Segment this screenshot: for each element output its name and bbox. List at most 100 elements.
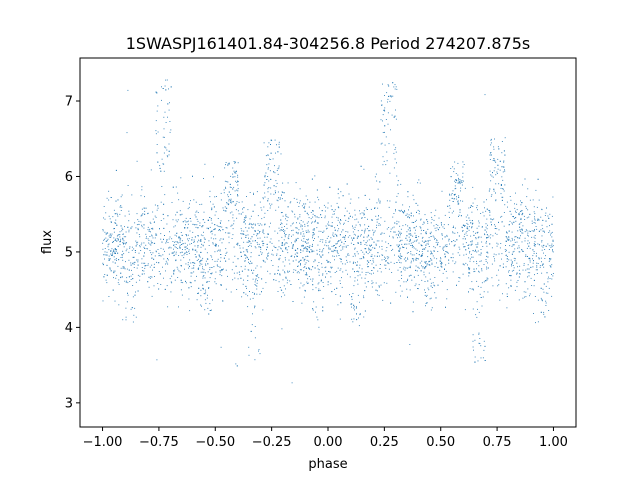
data-point bbox=[274, 172, 276, 174]
data-point bbox=[285, 215, 287, 217]
data-point bbox=[330, 266, 332, 268]
data-point bbox=[159, 228, 160, 230]
data-point bbox=[516, 281, 518, 283]
data-point bbox=[307, 239, 309, 241]
data-point bbox=[414, 232, 416, 234]
data-point bbox=[545, 220, 547, 222]
data-point bbox=[245, 249, 247, 251]
data-point bbox=[394, 149, 396, 150]
data-point bbox=[493, 188, 495, 190]
data-point bbox=[181, 251, 183, 253]
data-point bbox=[156, 261, 157, 263]
data-point bbox=[427, 240, 429, 241]
data-point bbox=[147, 212, 149, 214]
data-point bbox=[448, 240, 450, 242]
data-point bbox=[167, 116, 168, 118]
data-point bbox=[171, 282, 173, 284]
data-point bbox=[416, 249, 418, 251]
data-point bbox=[408, 240, 410, 242]
data-point bbox=[401, 243, 403, 245]
data-point bbox=[314, 259, 316, 261]
data-point bbox=[193, 265, 195, 267]
data-point bbox=[216, 224, 218, 226]
data-point bbox=[230, 198, 232, 200]
data-point bbox=[207, 294, 208, 296]
data-point bbox=[125, 281, 127, 283]
data-point bbox=[545, 292, 547, 294]
data-point bbox=[468, 268, 470, 270]
data-point bbox=[257, 215, 259, 217]
data-point bbox=[384, 220, 386, 222]
data-point bbox=[311, 280, 313, 282]
data-point bbox=[425, 296, 427, 297]
data-point bbox=[221, 242, 223, 244]
data-point bbox=[113, 237, 115, 239]
data-point bbox=[450, 176, 452, 178]
data-point bbox=[373, 272, 374, 274]
data-point bbox=[516, 203, 518, 205]
data-point bbox=[110, 250, 112, 252]
data-point bbox=[504, 249, 506, 251]
data-point bbox=[103, 206, 105, 207]
data-point bbox=[176, 266, 178, 268]
data-point bbox=[534, 244, 536, 245]
data-point bbox=[504, 169, 505, 171]
data-point bbox=[422, 223, 424, 225]
data-point bbox=[258, 225, 260, 226]
data-point bbox=[492, 235, 494, 237]
data-point bbox=[221, 275, 223, 277]
data-point bbox=[334, 259, 335, 261]
data-point bbox=[313, 228, 315, 230]
data-point bbox=[379, 200, 381, 202]
data-point bbox=[322, 306, 324, 308]
data-point bbox=[412, 301, 414, 303]
data-point bbox=[130, 227, 132, 229]
data-point bbox=[325, 225, 327, 227]
data-point bbox=[521, 249, 523, 250]
data-point bbox=[338, 240, 340, 242]
data-point bbox=[210, 309, 212, 311]
data-point bbox=[243, 219, 245, 221]
data-point bbox=[425, 262, 427, 264]
data-point bbox=[179, 241, 181, 243]
data-point bbox=[198, 239, 199, 241]
data-point bbox=[163, 170, 165, 172]
data-point bbox=[395, 151, 397, 153]
data-point bbox=[270, 193, 272, 195]
data-point bbox=[525, 207, 527, 209]
data-point bbox=[234, 171, 236, 173]
data-point bbox=[400, 255, 402, 257]
data-point bbox=[109, 267, 111, 269]
data-point bbox=[126, 248, 128, 250]
data-point bbox=[305, 267, 307, 269]
data-point bbox=[343, 223, 344, 225]
data-point bbox=[223, 209, 225, 211]
data-point bbox=[111, 221, 112, 223]
data-point bbox=[404, 210, 405, 212]
data-point bbox=[405, 281, 407, 283]
data-point bbox=[523, 215, 525, 217]
data-point bbox=[115, 219, 117, 221]
data-point bbox=[234, 162, 236, 164]
x-tick-label: 0.75 bbox=[483, 435, 512, 450]
data-point bbox=[210, 273, 212, 274]
data-point bbox=[225, 210, 227, 212]
data-point bbox=[180, 289, 182, 291]
data-point bbox=[267, 191, 269, 193]
data-point bbox=[219, 249, 221, 251]
data-point bbox=[396, 175, 398, 177]
data-point bbox=[215, 244, 217, 246]
data-point bbox=[458, 246, 460, 248]
data-point bbox=[304, 223, 306, 225]
data-point bbox=[233, 170, 235, 172]
data-point bbox=[472, 288, 474, 290]
data-point bbox=[207, 271, 209, 273]
data-point bbox=[179, 246, 181, 248]
data-point bbox=[500, 243, 502, 244]
data-point bbox=[501, 215, 503, 217]
data-point bbox=[354, 271, 355, 273]
data-point bbox=[194, 254, 196, 255]
data-point bbox=[508, 239, 510, 241]
data-point bbox=[222, 300, 224, 302]
data-point bbox=[420, 219, 422, 221]
